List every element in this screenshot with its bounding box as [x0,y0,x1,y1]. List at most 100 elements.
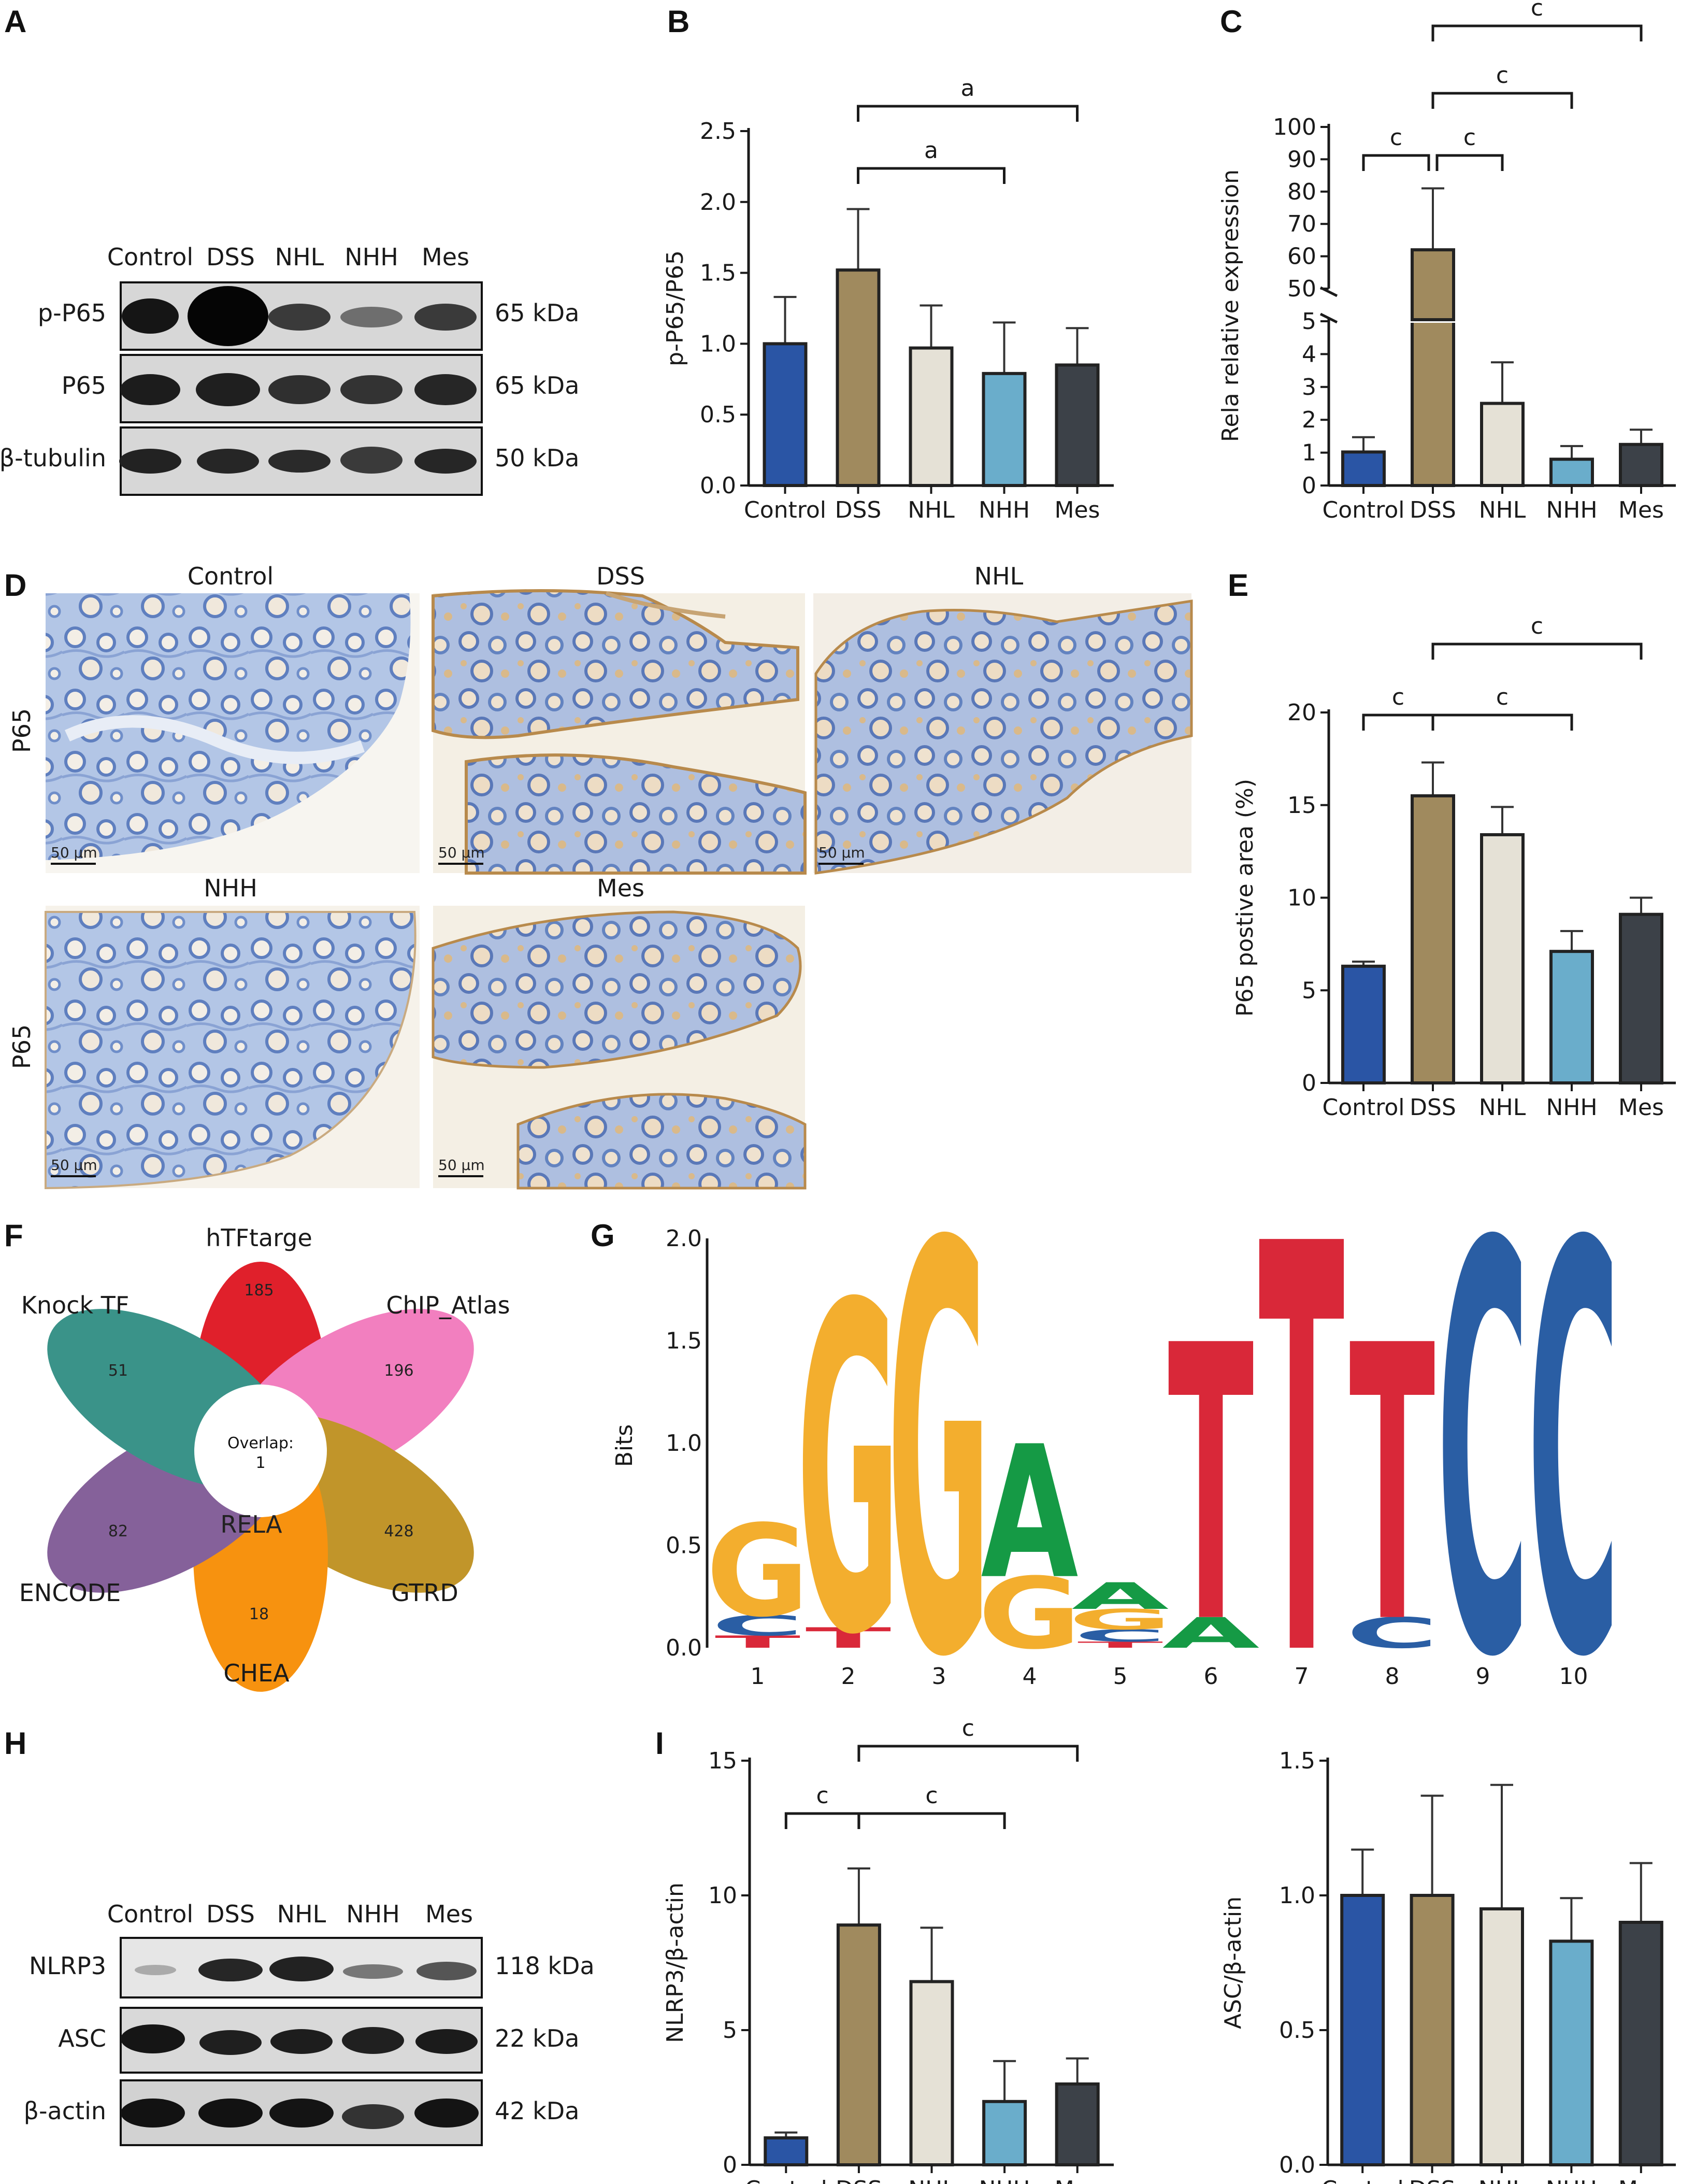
histology-image: 50 μm [432,906,807,1190]
bar-nhl [1480,833,1525,1084]
y-axis-title: Bits [611,1424,638,1467]
panel-letter-a: A [4,4,26,39]
logo-letter-g: G [1069,1604,1172,1636]
histology-title: NHL [974,562,1024,590]
bar-mes [1618,1921,1663,2166]
significance-bracket [857,1812,1006,1829]
histology-title: NHH [204,874,257,902]
significance-label: c [1531,0,1543,21]
scale-bar-label: 50 μm [818,844,865,861]
x-tick-label: Mes [1055,2176,1100,2184]
western-blot-h: Control DSS NHL NHH Mes NLRP3 ASC β-acti… [24,1900,595,2146]
bar-nhh [982,372,1027,488]
lane-label: DSS [206,1900,255,1928]
panel-letter-i: I [655,1726,664,1761]
x-tick-label: 9 [1476,1663,1490,1690]
bar-control [764,2136,809,2166]
bar-break-gap [1409,321,1457,323]
blot-strip [120,281,483,351]
lane-label: Mes [425,1900,473,1928]
western-blot-a: Control DSS NHL NHH Mes p-P65 P65 β-tubu… [0,243,579,496]
significance-label: c [1463,124,1476,151]
logo-letter-t: T [715,1632,801,1652]
histology-title: DSS [596,562,645,590]
bar-chart-e: 0 5 10 15 20 P65 postive area (%) Control DSS NH… [1232,613,1676,1121]
panel-letter-g: G [591,1218,615,1253]
blot-size-label: 118 kDa [495,1952,595,1980]
histology-row-label: P65 [8,1024,36,1069]
blot-row-label: β-actin [24,2097,106,2125]
histology-title: Mes [597,874,644,902]
x-tick-label: 3 [932,1663,946,1690]
significance-label: c [1390,124,1402,151]
x-tick-label: Control [1322,1094,1404,1121]
significance-label: a [924,137,938,164]
y-tick-label: 15 [1287,792,1316,819]
bar-nhl [909,346,954,487]
y-tick-label: 0.0 [666,1635,702,1661]
y-tick-label: 2.0 [666,1225,702,1252]
x-tick-label: DSS [1409,2176,1456,2184]
blot-row-label: P65 [62,372,106,399]
significance-label: c [1392,684,1404,710]
bar-dss [836,268,881,487]
venn-set-label: CHEA [223,1659,290,1687]
histology-image: 50 μm [432,589,807,875]
bar-control [1341,450,1386,487]
bar-dss [1410,1894,1455,2166]
x-tick-label: Control [1322,497,1404,523]
y-axis-title: p-P65/P65 [662,250,688,366]
logo-letter-t: T [1078,1640,1163,1650]
blot-row-label: ASC [58,2024,106,2052]
logo-letter-c: C [1074,1626,1166,1646]
blot-size-label: 42 kDa [495,2097,579,2125]
x-tick-label: NHH [1546,1094,1597,1121]
x-tick-label: DSS [835,497,882,523]
panel-letter-b: B [667,4,690,39]
logo-letter-g: G [887,1127,990,1780]
bar-chart-c: 0 1 2 3 4 5 50 60 70 80 90 100 Rela relative express… [1217,0,1676,523]
x-tick-label: Mes [1055,497,1100,523]
y-tick-label: 50 [1287,276,1316,302]
significance-bracket [857,1745,1079,1762]
lane-label: NHH [344,243,398,271]
y-axis-title: NLRP3/β-actin [662,1882,688,2043]
y-tick-label: 2.0 [700,189,736,216]
y-tick-label: 1.5 [666,1328,702,1354]
y-tick-label: 0 [1302,1070,1316,1096]
blot-row-label: p-P65 [38,299,106,327]
venn-count: 51 [108,1362,128,1380]
x-tick-label: NHL [1479,1094,1526,1121]
x-tick-label: NHL [1479,497,1526,523]
logo-letter-a: A [981,1407,1080,1620]
bar-mes [1619,912,1663,1085]
y-tick-label: 0 [1302,473,1316,499]
panel-letter-c: C [1220,4,1242,39]
x-tick-label: Mes [1618,497,1664,523]
venn-center-value: 1 [255,1454,265,1472]
logo-letter-c: C [711,1609,803,1642]
bar-mes [1619,442,1663,487]
x-tick-label: 2 [841,1663,856,1690]
x-tick-label: 10 [1559,1663,1588,1690]
significance-label: c [1496,684,1509,710]
venn-diagram: Overlap: 1 RELA 185 196 428 18 82 51 hTF… [19,1224,510,1692]
y-tick-label: 1.0 [700,331,736,357]
logo-letter-t: T [1349,1266,1436,1706]
bar-dss [836,1923,881,2166]
y-tick-label: 0.5 [666,1533,702,1559]
bar-control [763,342,808,488]
significance-bracket [1435,154,1504,171]
y-tick-label: 100 [1273,114,1316,140]
x-tick-label: NHL [1478,2176,1526,2184]
panel-letter-f: F [4,1218,23,1253]
bar-nhl [1480,402,1525,487]
blot-row-label: β-tubulin [0,444,106,472]
blot-size-label: 65 kDa [495,299,579,327]
significance-label: a [961,75,975,102]
lane-label: NHL [275,243,324,271]
lane-label: DSS [206,243,255,271]
significance-label: c [962,1715,974,1742]
x-tick-label: 5 [1113,1663,1128,1690]
